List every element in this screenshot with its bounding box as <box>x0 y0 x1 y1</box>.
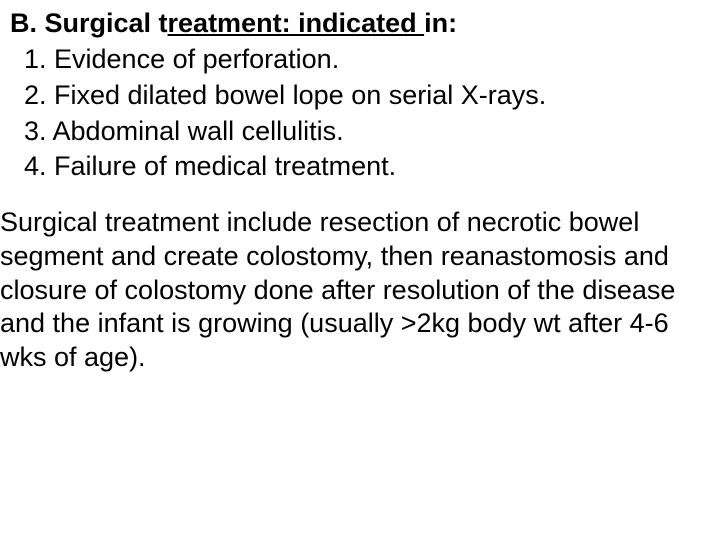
slide-container: B. Surgical treatment: indicated in: 1. … <box>0 0 720 540</box>
heading-underlined-2: indicated <box>298 8 424 38</box>
section-heading: B. Surgical treatment: indicated in: <box>10 8 720 39</box>
list-item-4: 4. Failure of medical treatment. <box>24 150 720 184</box>
heading-prefix: B. Surgical t <box>10 8 168 38</box>
heading-underlined-1: reatment: <box>168 8 299 38</box>
list-item-1: 1. Evidence of perforation. <box>24 43 720 77</box>
list-item-2: 2. Fixed dilated bowel lope on serial X-… <box>24 79 720 113</box>
body-paragraph: Surgical treatment include resection of … <box>0 206 720 375</box>
heading-suffix: in: <box>424 8 457 38</box>
list-item-3: 3. Abdominal wall cellulitis. <box>24 115 720 149</box>
